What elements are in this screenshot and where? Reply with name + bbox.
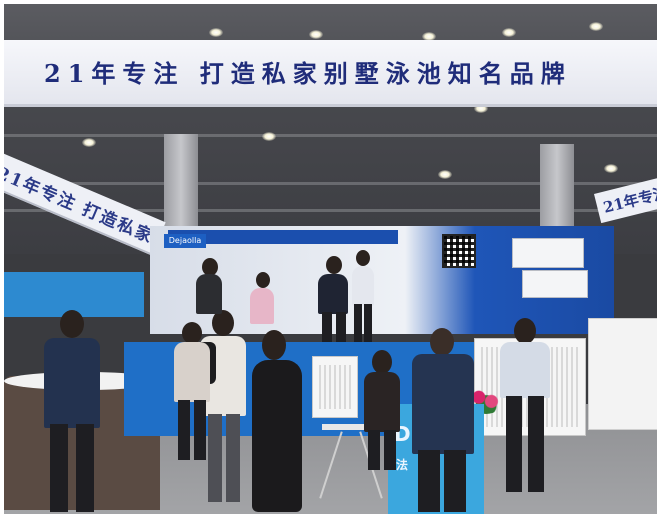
top-banner-text: 21年专注 打造私家别墅泳池知名品牌	[44, 59, 572, 88]
heat-pump-illustration	[522, 270, 588, 298]
ceiling-light	[502, 28, 516, 37]
booth-backwall	[150, 226, 614, 334]
ceiling-light	[309, 30, 323, 39]
ceiling-light	[474, 104, 488, 113]
ceiling-truss	[4, 182, 657, 185]
ceiling-light	[589, 22, 603, 31]
photo-frame: 21年专注 打造私家别墅泳池知名品牌 21年专注 打造私家别墅泳 21年专注 打…	[4, 4, 657, 514]
top-banner: 21年专注 打造私家别墅泳池知名品牌	[4, 40, 657, 107]
ceiling-light	[262, 132, 276, 141]
ceiling-light	[422, 32, 436, 41]
ceiling-light	[604, 164, 618, 173]
ceiling-truss	[4, 134, 657, 137]
display-table	[322, 424, 382, 430]
hall-pillar	[164, 134, 198, 234]
booth-logo: Dejaolla	[164, 234, 206, 248]
heat-pump-illustration	[512, 238, 584, 268]
ceiling-light	[209, 28, 223, 37]
qr-code	[442, 234, 476, 268]
ceiling-light	[82, 138, 96, 147]
neighbor-booth-sign	[4, 272, 144, 317]
equipment-cabinet	[588, 318, 657, 430]
hall-pillar	[540, 144, 574, 234]
heat-pump-unit	[312, 356, 358, 418]
ceiling-truss	[4, 209, 657, 212]
backwall-header-strip	[168, 230, 398, 244]
ceiling-light	[438, 170, 452, 179]
